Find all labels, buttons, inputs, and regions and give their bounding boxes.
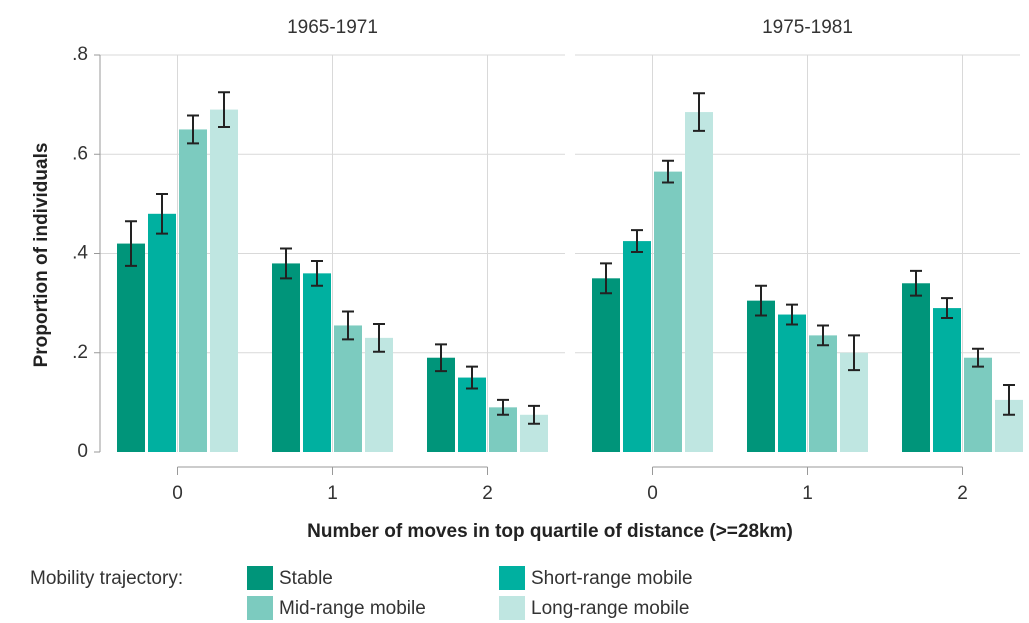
error-bar	[280, 247, 292, 280]
error-bar	[600, 262, 612, 295]
error-bar	[125, 220, 137, 267]
error-bar	[786, 303, 798, 326]
panel-title: 1965-1971	[287, 17, 378, 38]
bar	[179, 129, 207, 452]
bar	[933, 308, 961, 452]
bar	[902, 283, 930, 452]
bar	[272, 263, 300, 452]
error-bar	[497, 398, 509, 416]
x-axis-label: Number of moves in top quartile of dista…	[307, 521, 793, 542]
bar	[303, 273, 331, 452]
legend-label: Short-range mobile	[531, 568, 693, 589]
error-bar	[373, 322, 385, 353]
x-tick-label: 1	[327, 483, 338, 504]
x-tick-label: 1	[802, 483, 813, 504]
bar	[654, 171, 682, 452]
error-bar	[1003, 384, 1015, 416]
error-bar	[466, 365, 478, 390]
bar	[427, 357, 455, 452]
y-tick-label: 0	[77, 441, 88, 462]
bar	[334, 325, 362, 452]
error-bar	[342, 310, 354, 341]
error-bar	[910, 269, 922, 297]
bar	[210, 109, 238, 453]
bar	[747, 300, 775, 452]
bar	[685, 112, 713, 452]
legend-label: Mid-range mobile	[279, 598, 426, 619]
error-bar	[187, 114, 199, 145]
bar	[592, 278, 620, 452]
error-bar	[631, 229, 643, 254]
x-tick-label: 2	[957, 483, 968, 504]
error-bar	[693, 92, 705, 132]
y-tick-label: .8	[72, 44, 88, 65]
legend-swatch	[247, 596, 273, 620]
x-tick-label: 0	[172, 483, 183, 504]
error-bar	[972, 347, 984, 368]
error-bar	[528, 404, 540, 425]
error-bar	[311, 259, 323, 287]
error-bar	[848, 334, 860, 372]
bar	[809, 335, 837, 452]
bar	[623, 241, 651, 452]
legend-swatch	[247, 566, 273, 590]
error-bar	[218, 91, 230, 128]
error-bar	[435, 343, 447, 373]
bar	[148, 213, 176, 452]
x-tick-label: 0	[647, 483, 658, 504]
bar	[117, 243, 145, 452]
error-bar	[156, 192, 168, 235]
error-bar	[755, 284, 767, 317]
error-bar	[662, 159, 674, 184]
legend-label: Stable	[279, 568, 333, 589]
y-tick-label: .2	[72, 342, 88, 363]
bar	[365, 337, 393, 452]
panel-title: 1975-1981	[762, 17, 853, 38]
bar	[458, 377, 486, 452]
y-axis-label: Proportion of individuals	[31, 143, 52, 368]
legend-title: Mobility trajectory:	[30, 568, 183, 589]
legend-swatch	[499, 566, 525, 590]
legend-swatch	[499, 596, 525, 620]
legend-label: Long-range mobile	[531, 598, 689, 619]
x-tick-label: 2	[482, 483, 493, 504]
bar	[964, 357, 992, 452]
error-bar	[941, 297, 953, 320]
error-bar	[817, 324, 829, 347]
bar	[778, 314, 806, 452]
y-tick-label: .6	[72, 143, 88, 164]
y-tick-label: .4	[72, 243, 88, 264]
